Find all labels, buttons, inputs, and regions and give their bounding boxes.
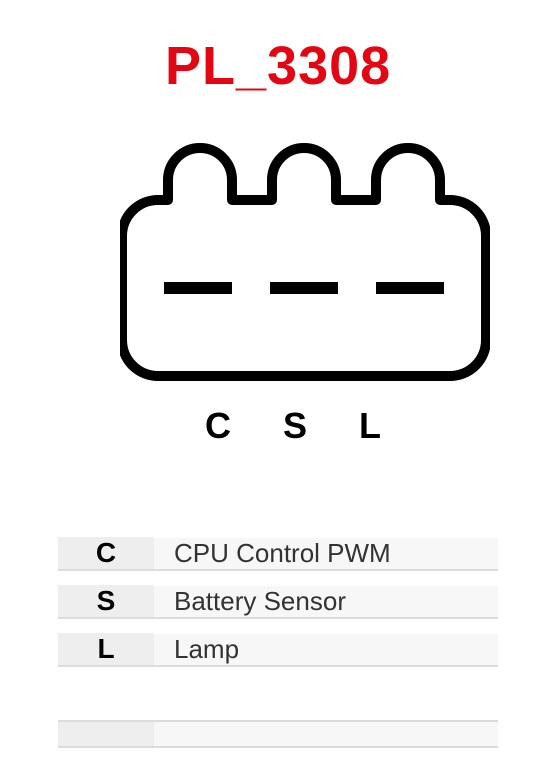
- table-desc-s: Battery Sensor: [154, 586, 498, 619]
- table-row: S Battery Sensor: [58, 578, 498, 626]
- table-desc-c: CPU Control PWM: [154, 538, 498, 571]
- connector-diagram: [120, 140, 490, 400]
- connector-svg: [120, 140, 490, 400]
- pin-label-l: L: [359, 405, 381, 447]
- bottom-bar: [58, 720, 498, 748]
- table-row: L Lamp: [58, 626, 498, 674]
- legend-table: C CPU Control PWM S Battery Sensor L Lam…: [58, 530, 498, 674]
- table-key-c: C: [58, 537, 154, 571]
- bottom-bar-left: [58, 720, 154, 748]
- table-row: C CPU Control PWM: [58, 530, 498, 578]
- table-key-s: S: [58, 585, 154, 619]
- bottom-bar-right: [154, 720, 498, 748]
- table-desc-l: Lamp: [154, 634, 498, 667]
- pin-labels-row: C S L: [205, 405, 455, 447]
- connector-outline: [122, 148, 486, 376]
- table-key-l: L: [58, 633, 154, 667]
- pin-label-c: C: [205, 405, 231, 447]
- part-number-title: PL_3308: [165, 35, 391, 97]
- pin-label-s: S: [283, 405, 307, 447]
